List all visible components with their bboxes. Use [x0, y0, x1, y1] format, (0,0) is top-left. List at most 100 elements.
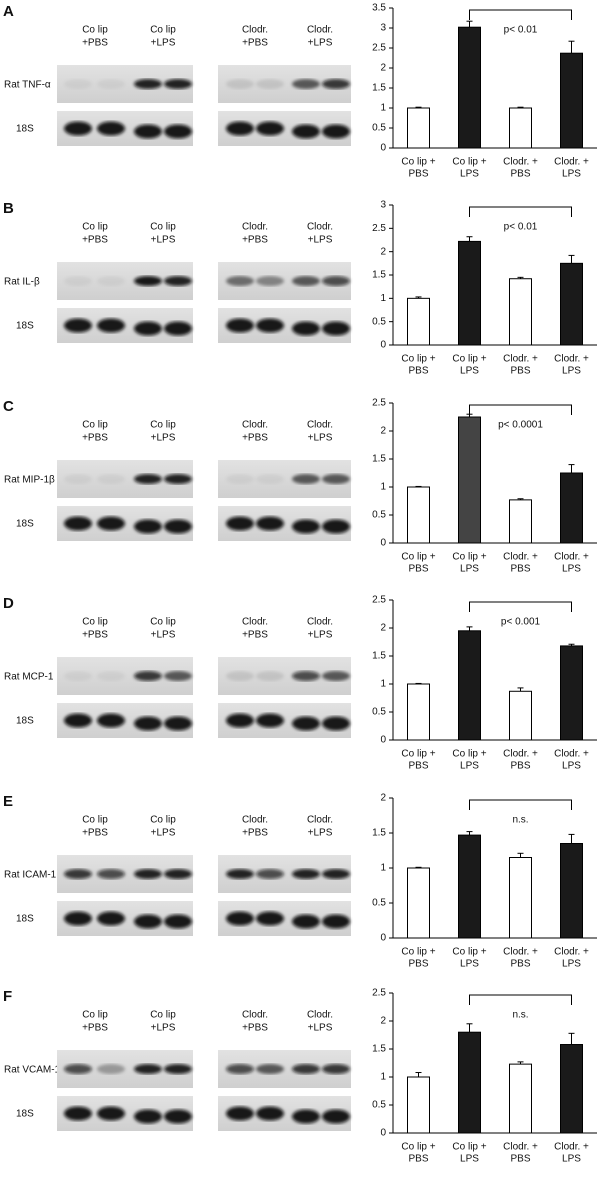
gel-band — [97, 869, 125, 879]
gel-band — [134, 321, 162, 336]
significance-bracket — [469, 9, 572, 20]
gel-column-label: +LPS — [308, 235, 333, 246]
gel-band — [164, 1109, 192, 1124]
gel-band — [164, 914, 192, 929]
y-tick-label: 2 — [380, 1016, 386, 1027]
bar — [560, 645, 583, 741]
gel-band — [292, 869, 320, 879]
panel-letter: A — [3, 3, 14, 20]
gel-band — [164, 79, 192, 89]
x-tick-label: PBS — [510, 169, 530, 180]
x-tick-label: LPS — [460, 761, 479, 772]
x-tick-label: Clodr. + — [503, 552, 538, 563]
bar — [407, 107, 430, 149]
gel-column-label: +PBS — [82, 828, 108, 839]
x-tick-label: LPS — [460, 1154, 479, 1165]
gel-column-label: Co lip — [150, 25, 176, 36]
significance-bracket — [469, 404, 572, 415]
x-tick-label: PBS — [510, 959, 530, 970]
gel-row-label: 18S — [16, 321, 34, 332]
y-tick-label: 2 — [380, 793, 386, 804]
y-tick-label: 1 — [380, 293, 386, 304]
x-tick-label: Clodr. + — [503, 947, 538, 958]
gel-band — [97, 671, 125, 681]
gel-band — [292, 716, 320, 731]
x-tick-label: Co lip + — [401, 552, 435, 563]
y-tick-label: 0.5 — [372, 510, 386, 521]
bar — [407, 683, 430, 741]
x-tick-label: Co lip + — [452, 749, 486, 760]
panel-letter: F — [3, 988, 12, 1005]
y-tick-label: 0.5 — [372, 707, 386, 718]
annotation: p< 0.01 — [504, 25, 538, 36]
gel-row-label: 18S — [16, 124, 34, 135]
x-tick-label: Co lip + — [401, 947, 435, 958]
x-tick-label: Co lip + — [401, 157, 435, 168]
gel-column-label: +PBS — [242, 828, 268, 839]
y-tick-label: 0.5 — [372, 898, 386, 909]
gel-column-label: +PBS — [242, 38, 268, 49]
y-tick-label: 2 — [380, 426, 386, 437]
y-tick-label: 1.5 — [372, 83, 386, 94]
bar — [509, 1063, 532, 1134]
panel-letter: B — [3, 200, 14, 217]
y-tick-label: 2.5 — [372, 398, 386, 409]
y-tick-label: 3 — [380, 200, 386, 211]
y-tick-label: 1 — [380, 679, 386, 690]
gel-band — [164, 869, 192, 879]
gel-band — [226, 869, 254, 879]
gel-band — [256, 1106, 284, 1121]
gel-band — [226, 318, 254, 333]
gel-band — [292, 671, 320, 681]
significance-bracket — [469, 601, 572, 612]
gel-column-label: Co lip — [82, 617, 108, 628]
gel-band — [256, 79, 284, 89]
gel-column-label: Co lip — [82, 1010, 108, 1021]
gel-band — [164, 671, 192, 681]
gel-band — [226, 1106, 254, 1121]
gel-band — [256, 318, 284, 333]
x-tick-label: LPS — [460, 564, 479, 575]
gel-column-label: Co lip — [150, 815, 176, 826]
significance-bracket — [469, 206, 572, 217]
gel-column-label: Co lip — [150, 1010, 176, 1021]
x-tick-label: Clodr. + — [554, 947, 589, 958]
y-tick-label: 2.5 — [372, 223, 386, 234]
y-tick-label: 2.5 — [372, 595, 386, 606]
y-tick-label: 2 — [380, 623, 386, 634]
gel-band — [97, 516, 125, 531]
gel-band — [97, 121, 125, 136]
y-tick-label: 3 — [380, 23, 386, 34]
gel-column-label: +PBS — [242, 1023, 268, 1034]
bar — [509, 107, 532, 149]
x-tick-label: PBS — [510, 366, 530, 377]
gel-row-label: Rat ICAM-1 — [4, 870, 57, 881]
gel-band — [292, 519, 320, 534]
gel-column-label: Clodr. — [242, 420, 268, 431]
gel-band — [322, 869, 350, 879]
significance-bracket — [469, 799, 572, 810]
gel-column-label: Clodr. — [307, 617, 333, 628]
gel-band — [64, 318, 92, 333]
bar — [509, 499, 532, 544]
gel-band — [64, 121, 92, 136]
bar — [458, 240, 481, 346]
panel-letter: C — [3, 398, 14, 415]
x-tick-label: LPS — [460, 959, 479, 970]
annotation: n.s. — [512, 1010, 528, 1021]
gel-band — [134, 1064, 162, 1074]
gel-column-label: +LPS — [308, 630, 333, 641]
gel-band — [64, 671, 92, 681]
gel-column-label: Co lip — [150, 222, 176, 233]
bar — [560, 472, 583, 544]
gel-band — [134, 1109, 162, 1124]
significance-bracket — [469, 994, 572, 1005]
y-tick-label: 1.5 — [372, 651, 386, 662]
y-tick-label: 0 — [380, 340, 386, 351]
gel-column-label: Co lip — [82, 420, 108, 431]
gel-row-label: Rat MCP-1 — [4, 672, 54, 683]
gel-column-label: +LPS — [308, 38, 333, 49]
x-tick-label: LPS — [562, 366, 581, 377]
gel-band — [97, 911, 125, 926]
